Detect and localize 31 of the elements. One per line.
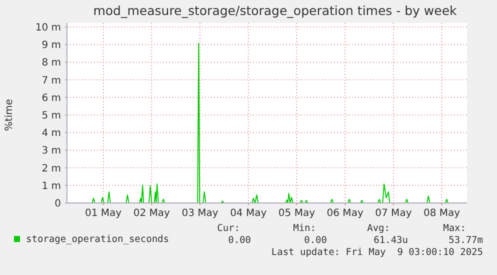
x-tick-label: 04 May xyxy=(230,208,267,219)
y-tick-label: 4 m xyxy=(42,128,61,140)
y-axis-title: %time xyxy=(4,98,15,132)
x-tick-label: 02 May xyxy=(133,208,170,219)
x-tick-label: 07 May xyxy=(375,208,412,219)
y-tick-label: 0 xyxy=(54,198,61,210)
y-tick-label: 6 m xyxy=(42,92,61,104)
text: Cur: xyxy=(217,223,240,234)
x-tick-label: 05 May xyxy=(278,208,316,219)
y-tick-label: 3 m xyxy=(42,146,61,157)
y-tick-label: 2 m xyxy=(42,163,61,174)
x-tick-label: 06 May xyxy=(326,208,364,219)
chart-title: mod_measure_storage/storage_operation times - by week xyxy=(93,3,458,18)
text: 0.00 xyxy=(228,235,252,246)
y-tick-label: 7 m xyxy=(42,75,61,86)
y-tick-label: 9 m xyxy=(42,40,61,52)
legend-label: storage_operation_seconds xyxy=(26,234,169,245)
text: 53.77m xyxy=(448,235,484,246)
x-tick-label: 08 May xyxy=(424,208,460,219)
x-tick-label: 03 May xyxy=(182,208,218,219)
text: Last update: Fri May 9 03:00:10 2025 xyxy=(271,247,483,258)
y-tick-label: 1 m xyxy=(42,180,61,192)
x-tick-label: 01 May xyxy=(84,208,122,219)
text: Min: xyxy=(293,223,316,234)
text: 0.00 xyxy=(304,235,328,246)
y-tick-label: 5 m xyxy=(42,110,61,122)
text: Avg: xyxy=(367,223,390,234)
text: Max: xyxy=(443,223,466,234)
text: 61.43u xyxy=(374,235,408,246)
y-tick-label: 8 m xyxy=(42,58,61,69)
y-tick-label: 10 m xyxy=(35,22,61,34)
